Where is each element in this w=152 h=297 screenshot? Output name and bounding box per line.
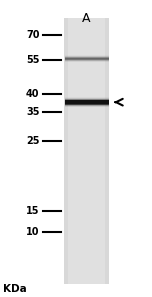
Bar bbox=[65, 101, 109, 102]
Text: 25: 25 bbox=[26, 136, 40, 146]
Text: A: A bbox=[82, 12, 91, 25]
Text: 70: 70 bbox=[26, 30, 40, 40]
Bar bbox=[65, 98, 109, 99]
Bar bbox=[65, 99, 109, 100]
Text: KDa: KDa bbox=[3, 284, 27, 294]
Text: 40: 40 bbox=[26, 89, 40, 99]
Bar bbox=[65, 102, 109, 103]
Text: 35: 35 bbox=[26, 107, 40, 117]
Bar bbox=[65, 97, 109, 98]
Bar bbox=[65, 103, 109, 104]
Text: 15: 15 bbox=[26, 206, 40, 216]
Bar bbox=[65, 105, 109, 106]
Bar bbox=[65, 104, 109, 105]
Bar bbox=[68, 18, 105, 284]
Text: 10: 10 bbox=[26, 227, 40, 237]
Bar bbox=[65, 100, 109, 101]
Bar bbox=[64, 18, 109, 284]
Text: 55: 55 bbox=[26, 55, 40, 65]
Bar bbox=[65, 106, 109, 107]
